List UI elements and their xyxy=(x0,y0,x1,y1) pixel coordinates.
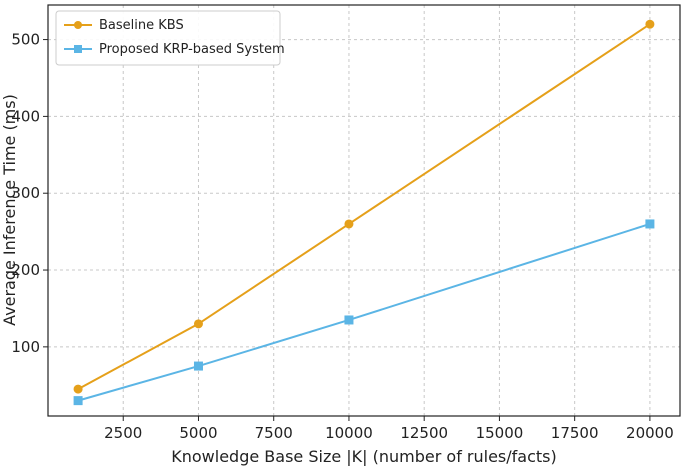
x-tick-label: 17500 xyxy=(551,424,599,442)
x-tick-label: 10000 xyxy=(325,424,373,442)
series-baseline xyxy=(73,19,655,394)
series-layer xyxy=(73,19,655,406)
y-tick-label: 300 xyxy=(11,184,40,202)
data-point xyxy=(193,319,203,329)
data-point xyxy=(645,19,655,29)
x-tick-label: 7500 xyxy=(255,424,293,442)
legend-label-baseline: Baseline KBS xyxy=(99,18,184,33)
legend-marker-proposed xyxy=(74,45,82,53)
legend-label-proposed: Proposed KRP-based System xyxy=(99,42,285,57)
data-point xyxy=(193,361,203,371)
data-point xyxy=(344,219,354,229)
x-tick-label: 2500 xyxy=(104,424,142,442)
y-tick-label: 500 xyxy=(11,31,40,49)
y-tick-label: 100 xyxy=(11,338,40,356)
legend-entry-baseline: Baseline KBS xyxy=(64,18,184,33)
data-point xyxy=(73,396,83,406)
series-line xyxy=(77,222,651,402)
x-tick-label: 12500 xyxy=(400,424,448,442)
data-point xyxy=(73,384,83,394)
data-point xyxy=(645,219,655,229)
x-axis-label: Knowledge Base Size |K| (number of rules… xyxy=(171,447,556,466)
legend: Baseline KBS Proposed KRP-based System xyxy=(55,10,285,66)
y-axis-label: Average Inference Time (ms) xyxy=(0,94,19,326)
y-tick-label: 400 xyxy=(11,107,40,125)
legend-box xyxy=(55,10,281,66)
x-tick-label: 5000 xyxy=(179,424,217,442)
plot-frame xyxy=(47,4,681,417)
data-point xyxy=(344,315,354,325)
x-tick-label: 20000 xyxy=(626,424,674,442)
series-proposed xyxy=(73,219,655,406)
legend-marker-baseline xyxy=(74,21,82,29)
y-tick-label: 200 xyxy=(11,261,40,279)
series-line xyxy=(77,23,651,390)
legend-entry-proposed: Proposed KRP-based System xyxy=(64,42,285,57)
axis-ticks: 2500 5000 7500 10000 12500 15000 17500 20000 100… xyxy=(11,31,673,442)
x-tick-label: 15000 xyxy=(476,424,524,442)
